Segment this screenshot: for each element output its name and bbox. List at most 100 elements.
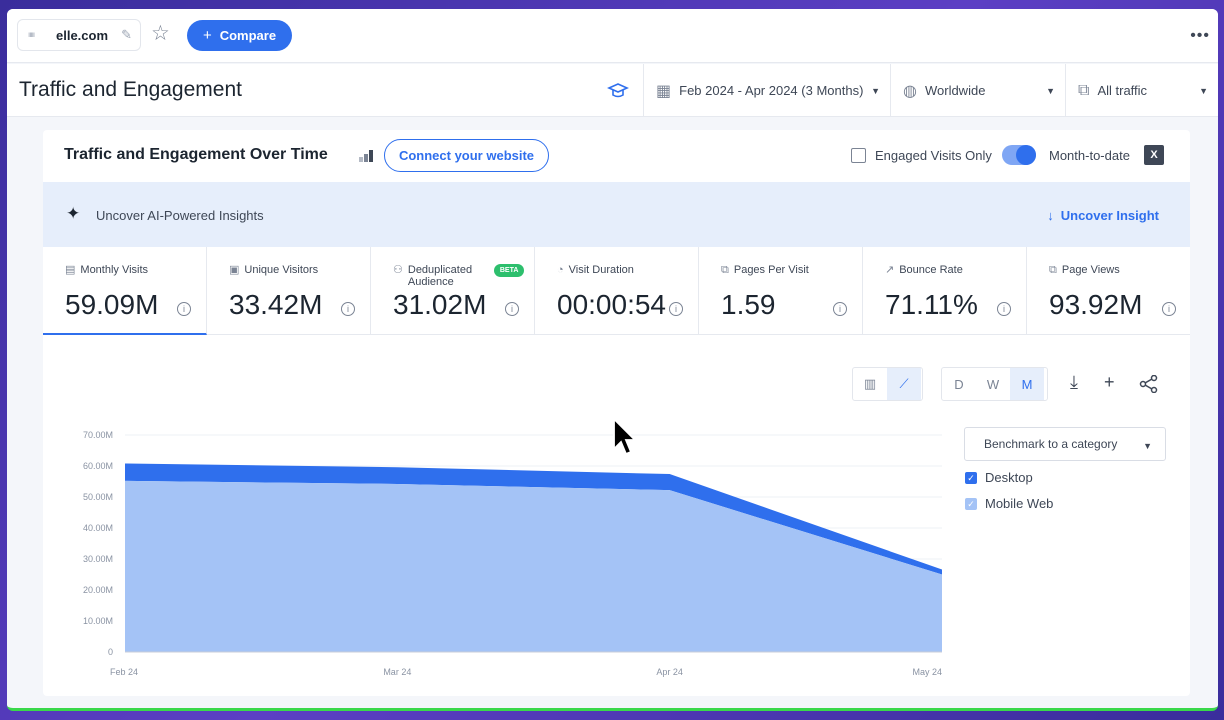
granularity-day[interactable]: D xyxy=(954,376,964,392)
share-icon[interactable] xyxy=(1139,375,1159,393)
traffic-type-value: All traffic xyxy=(1097,83,1148,98)
connect-website-button[interactable]: Connect your website xyxy=(384,139,549,172)
star-icon[interactable]: ☆ xyxy=(151,22,170,45)
metric-visit-duration[interactable]: ◔ Visit Duration 00:00:54 i xyxy=(535,247,699,335)
metric-bounce-rate[interactable]: ↗ Bounce Rate 71.11% i xyxy=(863,247,1027,335)
compare-label: Compare xyxy=(219,28,277,43)
globe-icon: ◍ xyxy=(903,82,917,100)
beta-badge: BETA xyxy=(493,264,525,277)
benchmark-dropdown[interactable]: Benchmark to a category ▼ xyxy=(964,427,1166,461)
compare-button[interactable]: + Compare xyxy=(187,20,292,51)
metric-value: 00:00:54 xyxy=(557,289,666,320)
bounce-icon: ↗ xyxy=(885,264,895,276)
card-title: Traffic and Engagement Over Time xyxy=(64,146,328,163)
month-to-date-toggle[interactable] xyxy=(1002,145,1036,165)
y-tick-label: 30.00M xyxy=(83,554,113,564)
country-filter[interactable]: ◍ Worldwide ▼ xyxy=(890,64,1065,117)
timer-icon: ◔ xyxy=(557,264,564,276)
excel-export-icon[interactable]: X xyxy=(1144,145,1164,165)
plus-icon: + xyxy=(202,27,212,44)
page-title: Traffic and Engagement xyxy=(19,78,242,101)
metric-label-text: Unique Visitors xyxy=(244,264,319,276)
users-icon: ⚇ xyxy=(393,264,403,276)
uncover-insight-link[interactable]: ↓ Uncover Insight xyxy=(1047,208,1159,223)
site-favicon-icon: ııııı xyxy=(28,30,35,39)
legend-desktop[interactable]: ✓ Desktop xyxy=(965,470,1033,485)
metric-value: 71.11% xyxy=(885,289,978,320)
header-row: Traffic and Engagement ▦ Feb 2024 - Apr … xyxy=(7,64,1218,117)
x-tick-label: Feb 24 xyxy=(110,667,138,677)
metric-value: 31.02M xyxy=(393,289,487,320)
metrics-row: ▤ Monthly Visits 59.09M i ▣ Unique Visitor… xyxy=(43,247,1190,335)
metric-label-text: Page Views xyxy=(1061,264,1120,276)
metric-label-text: Pages Per Visit xyxy=(733,264,809,276)
metric-label-text: Deduplicated Audience xyxy=(407,264,473,288)
granularity-toggle: D W M xyxy=(941,367,1048,401)
metric-unique-visitors[interactable]: ▣ Unique Visitors 33.42M i xyxy=(207,247,371,335)
devices-icon: ⧉ xyxy=(1078,81,1090,99)
info-icon[interactable]: i xyxy=(1162,302,1176,316)
user-icon: ▣ xyxy=(229,264,240,276)
info-icon[interactable]: i xyxy=(669,302,683,316)
y-tick-label: 50.00M xyxy=(83,492,113,502)
metric-label-text: Monthly Visits xyxy=(80,264,149,276)
top-bar: ııııı elle.com ✎ ☆ + Compare ••• xyxy=(7,9,1218,63)
info-icon[interactable]: i xyxy=(997,302,1011,316)
granularity-week[interactable]: W xyxy=(986,376,1000,392)
info-icon[interactable]: i xyxy=(177,302,191,316)
metric-label: ⧉ Page Views xyxy=(1049,264,1120,276)
metric-label-text: Bounce Rate xyxy=(899,264,963,276)
metric-value: 93.92M xyxy=(1049,289,1143,320)
pageviews-icon: ⧉ xyxy=(1049,264,1057,276)
caret-down-icon: ▼ xyxy=(1143,441,1152,451)
metric-monthly-visits[interactable]: ▤ Monthly Visits 59.09M i xyxy=(43,247,207,335)
traffic-engagement-card: Traffic and Engagement Over Time Connect… xyxy=(43,130,1190,696)
date-range-value: Feb 2024 - Apr 2024 (3 Months) xyxy=(679,83,864,98)
metric-label-text: Visit Duration xyxy=(568,264,634,276)
arrow-down-icon: ↓ xyxy=(1047,208,1054,223)
metric-label: ▤ Monthly Visits xyxy=(65,264,148,276)
metric-page-views[interactable]: ⧉ Page Views 93.92M i xyxy=(1027,247,1191,335)
uncover-insight-label: Uncover Insight xyxy=(1060,208,1159,223)
line-chart-icon[interactable]: ⟋ xyxy=(887,368,921,400)
download-icon[interactable]: ⤓ xyxy=(1070,372,1078,392)
graduation-cap-icon[interactable] xyxy=(607,80,629,102)
legend-label: Desktop xyxy=(985,470,1033,485)
add-icon[interactable]: + xyxy=(1104,372,1115,392)
sparkle-icon: ✦ xyxy=(66,204,81,223)
caret-down-icon: ▼ xyxy=(1046,86,1055,96)
mouse-cursor-icon xyxy=(613,417,638,456)
metric-deduplicated-audience[interactable]: ⚇ Deduplicated Audience BETA 31.02M i xyxy=(371,247,535,335)
legend-mobile-web[interactable]: ✓ Mobile Web xyxy=(965,496,1053,511)
edit-pencil-icon[interactable]: ✎ xyxy=(121,27,132,42)
info-icon[interactable]: i xyxy=(341,302,355,316)
more-options-icon[interactable]: ••• xyxy=(1190,27,1210,44)
metric-label: ⚇ Deduplicated Audience BETA xyxy=(393,264,525,288)
y-tick-label: 20.00M xyxy=(83,585,113,595)
site-chip[interactable]: ııııı elle.com ✎ xyxy=(17,19,141,51)
y-tick-label: 0 xyxy=(108,647,113,657)
site-name: elle.com xyxy=(56,27,109,43)
granularity-month[interactable]: M xyxy=(1010,368,1044,400)
date-range-filter[interactable]: ▦ Feb 2024 - Apr 2024 (3 Months) ▼ xyxy=(643,64,890,117)
app-window: ııııı elle.com ✎ ☆ + Compare ••• Traffic… xyxy=(7,9,1218,711)
ai-insights-text: Uncover AI-Powered Insights xyxy=(96,208,264,223)
y-tick-label: 60.00M xyxy=(83,461,113,471)
caret-down-icon: ▼ xyxy=(871,86,880,96)
caret-down-icon: ▼ xyxy=(1199,86,1208,96)
bar-chart-icon[interactable]: ▥ xyxy=(863,376,877,391)
info-icon[interactable]: i xyxy=(833,302,847,316)
toggle-knob xyxy=(1016,145,1036,165)
y-tick-label: 10.00M xyxy=(83,616,113,626)
series-area-desktop xyxy=(125,463,942,575)
checkbox-checked-icon: ✓ xyxy=(965,471,977,484)
metric-label: ⧉ Pages Per Visit xyxy=(721,264,809,276)
metric-value: 59.09M xyxy=(65,289,159,320)
metric-pages-per-visit[interactable]: ⧉ Pages Per Visit 1.59 i xyxy=(699,247,863,335)
traffic-type-filter[interactable]: ⧉ All traffic ▼ xyxy=(1065,64,1218,117)
benchmark-label: Benchmark to a category xyxy=(984,437,1118,451)
metric-label: ▣ Unique Visitors xyxy=(229,264,318,276)
traffic-area-chart: 0 10.00M 20.00M 30.00M 40.00M 50.00M 60.00M 70.… xyxy=(83,430,942,677)
info-icon[interactable]: i xyxy=(505,302,519,316)
engaged-visits-checkbox[interactable] xyxy=(851,148,866,163)
